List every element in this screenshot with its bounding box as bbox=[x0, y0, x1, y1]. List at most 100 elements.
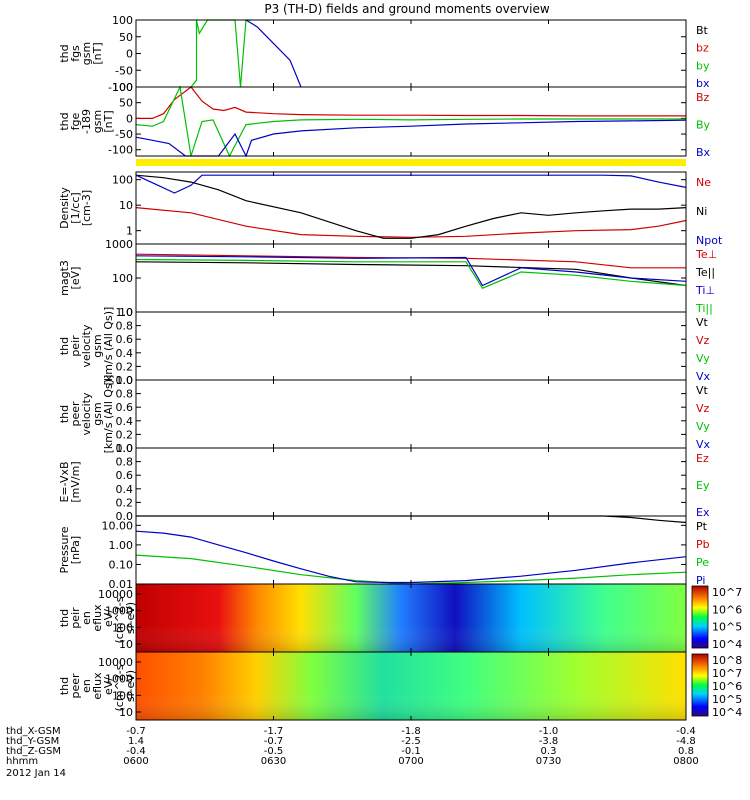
y-tick-label: 0.8 bbox=[116, 320, 134, 333]
colorbar bbox=[691, 585, 709, 649]
y-axis-label: [nT] bbox=[102, 110, 115, 132]
legend-label: Vt bbox=[696, 316, 709, 329]
y-axis-label: sr-eV) bbox=[124, 602, 137, 634]
y-tick-label: 100 bbox=[112, 272, 133, 285]
y-axis-label: peir bbox=[69, 607, 82, 629]
x-row-value: -2.5 bbox=[401, 736, 421, 747]
series-line-blue bbox=[135, 119, 687, 158]
panel-9: 10^7 10^6 10^5 10^4 10000 1000 100 10 thdpeirene… bbox=[58, 583, 742, 653]
series-line-blue bbox=[245, 19, 302, 88]
panel-frame bbox=[135, 19, 687, 88]
y-axis-label: thd bbox=[58, 677, 71, 695]
y-tick-label: 10000 bbox=[98, 656, 133, 669]
x-row-value: -0.7 bbox=[126, 726, 146, 737]
x-row-value: 0700 bbox=[398, 756, 423, 767]
y-axis-label: thd bbox=[58, 337, 71, 355]
spectrogram-shading bbox=[136, 652, 686, 720]
legend-label: Bx bbox=[696, 146, 711, 159]
legend-label: By bbox=[696, 119, 711, 132]
legend-label: Ne bbox=[696, 176, 711, 189]
colorbar-tick-label: 10^5 bbox=[712, 693, 742, 706]
series-line-red bbox=[136, 86, 686, 120]
y-tick-label: 1000 bbox=[105, 238, 133, 251]
y-axis-label: gsm bbox=[91, 334, 104, 357]
legend-label: Npot bbox=[696, 234, 723, 247]
legend-label: Vz bbox=[696, 334, 710, 347]
colorbar-tick-label: 10^4 bbox=[712, 638, 742, 651]
y-axis-label: -189 bbox=[80, 109, 93, 134]
y-axis-label: peir bbox=[69, 335, 82, 357]
y-tick-label: 100 bbox=[112, 81, 133, 94]
date-label: 2012 Jan 14 bbox=[6, 768, 66, 779]
y-tick-label: 0.2 bbox=[116, 360, 134, 373]
y-axis-label: [eV] bbox=[69, 267, 82, 290]
series-line-green bbox=[135, 554, 687, 585]
panel-frame bbox=[135, 171, 687, 245]
colorbar-tick-label: 10^4 bbox=[712, 706, 742, 719]
legend-label: Te⊥ bbox=[695, 248, 717, 261]
legend-label: Pb bbox=[696, 538, 710, 551]
y-tick-label: 10 bbox=[119, 638, 133, 651]
legend-label: Vx bbox=[696, 370, 711, 383]
y-axis-label: thd bbox=[58, 112, 71, 130]
y-axis-label: en bbox=[80, 679, 93, 693]
y-axis-label: (cm^2-s- bbox=[113, 661, 126, 712]
y-tick-label: 50 bbox=[119, 31, 133, 44]
y-axis-label: Density bbox=[58, 187, 71, 229]
y-tick-label: 1.0 bbox=[116, 306, 134, 319]
y-axis-label: en bbox=[80, 611, 93, 625]
legend-label: by bbox=[696, 59, 710, 72]
y-tick-label: 100 bbox=[112, 174, 133, 187]
y-tick-label: 0.8 bbox=[116, 456, 134, 469]
y-tick-label: 0.4 bbox=[116, 483, 134, 496]
spectrogram-shading bbox=[136, 584, 686, 652]
legend-label: Pe bbox=[696, 556, 709, 569]
legend-label: Ti|| bbox=[695, 302, 713, 315]
y-tick-label: 1 bbox=[126, 225, 133, 238]
y-tick-label: 1000 bbox=[105, 673, 133, 686]
y-axis-label: eV/ bbox=[102, 677, 115, 695]
x-row-value: 0.3 bbox=[541, 746, 557, 757]
y-tick-label: 0.4 bbox=[116, 347, 134, 360]
y-axis-label: velocity bbox=[80, 392, 93, 435]
legend-label: Bt bbox=[696, 24, 709, 37]
series-line-blue bbox=[135, 255, 687, 287]
y-tick-label: 0.10 bbox=[109, 558, 134, 571]
x-row-value: -1.7 bbox=[264, 726, 284, 737]
y-tick-label: 10000 bbox=[98, 588, 133, 601]
series-line-green bbox=[135, 258, 687, 289]
y-tick-label: 50 bbox=[119, 97, 133, 110]
series-line-blue bbox=[135, 530, 687, 584]
y-tick-label: -100 bbox=[108, 81, 133, 94]
panel-5: 1.00.80.60.40.20.0VtVzVyVxthdpeirvelocit… bbox=[58, 306, 711, 387]
y-axis-label: [cm-3] bbox=[80, 190, 93, 226]
y-axis-label: thd bbox=[58, 44, 71, 62]
colorbar-tick-label: 10^5 bbox=[712, 621, 742, 634]
y-tick-label: 0.8 bbox=[116, 388, 134, 401]
series-line-blue bbox=[135, 174, 687, 194]
x-row-value: -3.8 bbox=[539, 736, 559, 747]
y-tick-label: 1.0 bbox=[116, 374, 134, 387]
panels: 100500-50-100Btbzbybxthdfgsgsm[nT]100500… bbox=[58, 14, 742, 721]
figure-title: P3 (TH-D) fields and ground moments over… bbox=[264, 2, 549, 16]
panel-6: 1.00.80.60.40.20.0VtVzVyVxthdpeervelocit… bbox=[58, 374, 711, 455]
y-axis-label: thd bbox=[58, 405, 71, 423]
y-axis-label: [km/s (All Qs)] bbox=[102, 307, 115, 386]
x-row-value: -0.7 bbox=[264, 736, 284, 747]
legend-label: Vx bbox=[696, 438, 711, 451]
x-row-label: thd_Y-GSM bbox=[6, 736, 59, 747]
panel-3: 100 10 1 Ne Ni Npot Density[1/cc][cm-3] bbox=[58, 171, 723, 247]
y-tick-label: 0.6 bbox=[116, 401, 134, 414]
y-axis-label: sr-eV) bbox=[124, 670, 137, 702]
x-row-value: -0.4 bbox=[126, 746, 146, 757]
y-tick-label: 0.0 bbox=[116, 442, 134, 455]
panel-frame bbox=[135, 447, 687, 517]
colorbar-tick-label: 10^7 bbox=[712, 586, 742, 599]
y-tick-label: 0.2 bbox=[116, 496, 134, 509]
x-row-value: -4.8 bbox=[676, 736, 696, 747]
y-tick-label: 10 bbox=[119, 706, 133, 719]
legend-label: bz bbox=[696, 42, 709, 55]
